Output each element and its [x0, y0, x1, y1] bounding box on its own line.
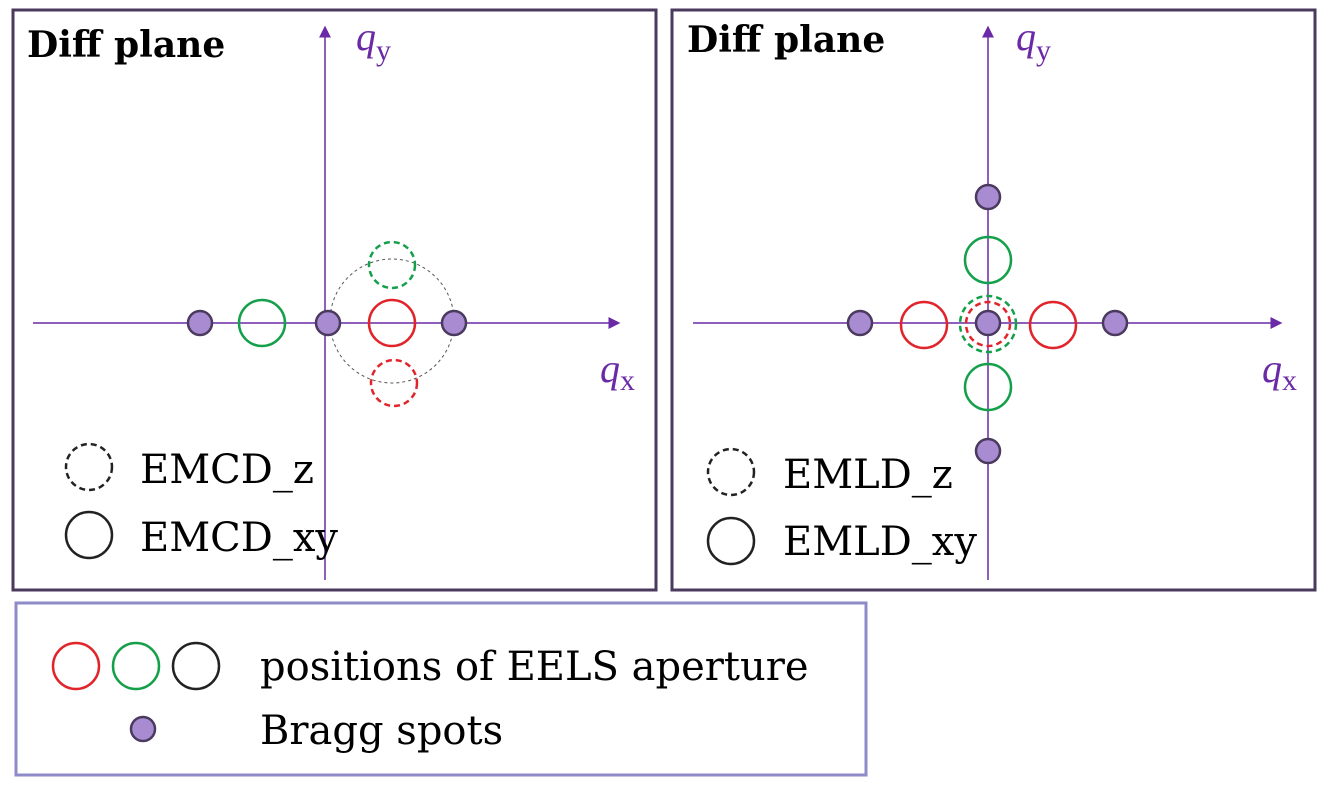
panel-emld-y-axis-label: qy [1016, 14, 1051, 67]
panel-emcd-bragg-spot [440, 309, 468, 337]
panel-emcd-border [11, 8, 658, 592]
panel-emld-x-axis-label: qx [1262, 346, 1297, 397]
bottom-legend-border [14, 601, 868, 777]
panel-emcd-green-aperture-xy [237, 298, 287, 348]
panel-emld-legend-z-label: EMLD_z [783, 452, 953, 498]
panel-emld-red-aperture-xy [899, 300, 949, 350]
panel-emld-green-aperture-xy [963, 235, 1013, 285]
panel-emld-bragg-spot [1101, 309, 1129, 337]
panel-emcd-red-aperture-z [369, 358, 419, 408]
panel-emcd-reference-circle [329, 258, 455, 384]
bottom-legend: positions of EELS aperture Bragg spots [14, 601, 868, 777]
panel-emld-legend-solid-icon [706, 516, 756, 566]
panel-emld-bragg-spot [974, 437, 1002, 465]
bragg-spot-icon [129, 715, 157, 743]
panel-emld-title: Diff plane [687, 19, 885, 61]
green-aperture-icon [111, 641, 161, 691]
panel-emcd-y-axis-label: qy [356, 14, 391, 67]
aperture-positions-label: positions of EELS aperture [260, 644, 809, 690]
panel-emcd-title: Diff plane [27, 24, 225, 66]
panel-emld-green-aperture-xy [963, 362, 1013, 412]
panel-emcd-legend-solid-icon [64, 510, 114, 560]
panel-emcd-legend-dashed-icon [64, 442, 114, 492]
panel-emcd-bragg-spot [186, 309, 214, 337]
bragg-spots-label: Bragg spots [260, 708, 503, 754]
panel-emld-green-aperture-z [958, 294, 1018, 354]
panel-emcd-green-aperture-z [367, 240, 417, 290]
panel-emld-legend-xy-label: EMLD_xy [783, 519, 977, 565]
red-aperture-icon [51, 641, 101, 691]
panel-emcd-legend-xy-label: EMCD_xy [140, 515, 338, 561]
panel-emld-bragg-spot [974, 183, 1002, 211]
panel-emld-bragg-spot [846, 309, 874, 337]
black-aperture-icon [171, 641, 221, 691]
panel-emld: Diff plane qy qx EMLD_z EMLD_xy [670, 8, 1317, 592]
panel-emcd-red-aperture-xy [367, 298, 417, 348]
panel-emcd: Diff plane qy qx EMCD_z EMCD_xy [11, 8, 658, 592]
panel-emcd-legend-z-label: EMCD_z [140, 447, 314, 493]
panel-emcd-x-axis-label: qx [600, 346, 635, 397]
panel-emld-red-aperture-xy [1028, 300, 1078, 350]
panel-emld-red-aperture-z [964, 300, 1012, 348]
panel-emld-border [670, 8, 1317, 592]
panel-emcd-bragg-spot [314, 309, 342, 337]
panel-emld-bragg-spot [974, 309, 1002, 337]
panel-emld-legend-dashed-icon [706, 447, 756, 497]
